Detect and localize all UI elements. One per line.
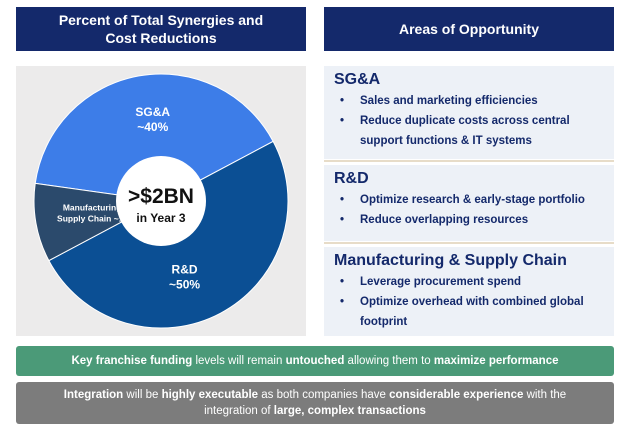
- list-item: • Reduce duplicate costs across central …: [334, 111, 606, 151]
- banner-text-bold: Integration: [63, 389, 124, 401]
- section-rd: R&D • Optimize research & early-stage po…: [324, 165, 614, 241]
- section-manufacturing: Manufacturing & Supply Chain • Leverage …: [324, 247, 614, 336]
- areas-of-opportunity: SG&A • Sales and marketing efficiencies …: [324, 66, 614, 336]
- franchise-funding-text: Key franchise funding levels will remain…: [71, 355, 558, 367]
- bullet-text: Reduce overlapping resources: [360, 214, 529, 226]
- banner-text-bold: highly executable: [161, 389, 259, 401]
- integration-banner: Integration will be highly executable as…: [16, 382, 614, 424]
- pie-label-mfg: Supply Chain ~10%: [57, 214, 136, 224]
- banner-text-bold: untouched: [285, 355, 345, 367]
- bullet-icon: •: [340, 194, 345, 206]
- banner-text: will be: [123, 389, 162, 401]
- banner-text: as both companies have: [258, 389, 390, 401]
- pie-label-mfg: Manufacturing &: [63, 203, 130, 213]
- pie-center-value: >$2BN: [128, 185, 194, 208]
- bullet-text: Optimize overhead with combined global f…: [360, 296, 584, 328]
- section-divider: [324, 242, 614, 244]
- section-sga: SG&A • Sales and marketing efficiencies …: [324, 66, 614, 159]
- synergies-header-title: Percent of Total Synergies and Cost Redu…: [58, 12, 264, 46]
- areas-header-title: Areas of Opportunity: [398, 21, 539, 37]
- bullet-icon: •: [340, 214, 345, 226]
- banner-text-bold: large, complex transactions: [273, 405, 426, 417]
- list-item: • Optimize overhead with combined global…: [334, 292, 606, 332]
- banner-text-bold: Key franchise funding: [71, 355, 193, 367]
- banner-text-bold: maximize performance: [433, 355, 559, 367]
- list-item: • Reduce overlapping resources: [334, 210, 606, 230]
- bullet-icon: •: [340, 296, 345, 308]
- pie-label-sga: ~40%: [137, 120, 168, 134]
- banner-text: levels will remain: [192, 355, 286, 367]
- pie-label-sga: SG&A: [135, 105, 170, 119]
- bullet-text: Reduce duplicate costs across central su…: [360, 115, 570, 147]
- section-manufacturing-title: Manufacturing & Supply Chain: [334, 252, 567, 269]
- section-sga-title: SG&A: [334, 71, 381, 88]
- list-item: • Sales and marketing efficiencies: [334, 91, 606, 111]
- bullet-text: Optimize research & early-stage portfoli…: [360, 194, 585, 206]
- pie-slice-sga: [34, 73, 274, 202]
- section-rd-title: R&D: [334, 170, 369, 187]
- bullet-text: Sales and marketing efficiencies: [360, 95, 538, 107]
- banner-text-bold: considerable experience: [389, 389, 524, 401]
- franchise-funding-banner: Key franchise funding levels will remain…: [16, 346, 614, 376]
- bullet-icon: •: [340, 276, 345, 288]
- pie-label-rd: ~50%: [169, 278, 200, 292]
- pie-center-subtitle: in Year 3: [136, 211, 185, 225]
- bullet-icon: •: [340, 95, 345, 107]
- pie-chart-panel: >$2BN in Year 3 SG&A ~40% R&D ~50% Manufacturi…: [16, 66, 306, 336]
- integration-text: Integration will be highly executable as…: [44, 387, 586, 419]
- banner-text: with the integration of: [204, 389, 567, 417]
- synergies-header: Percent of Total Synergies and Cost Redu…: [16, 7, 306, 51]
- pie-center-circle: [116, 156, 206, 246]
- pie-label-rd: R&D: [172, 263, 198, 277]
- areas-header: Areas of Opportunity: [324, 7, 614, 51]
- section-divider: [324, 160, 614, 162]
- list-item: • Optimize research & early-stage portfo…: [334, 190, 606, 210]
- bullet-text: Leverage procurement spend: [360, 276, 522, 288]
- synergies-pie-chart: >$2BN in Year 3 SG&A~40% R&D~50% Manufacturi…: [33, 73, 289, 329]
- banner-text: allowing them to: [344, 355, 434, 367]
- list-item: • Leverage procurement spend: [334, 272, 606, 292]
- bullet-icon: •: [340, 115, 345, 127]
